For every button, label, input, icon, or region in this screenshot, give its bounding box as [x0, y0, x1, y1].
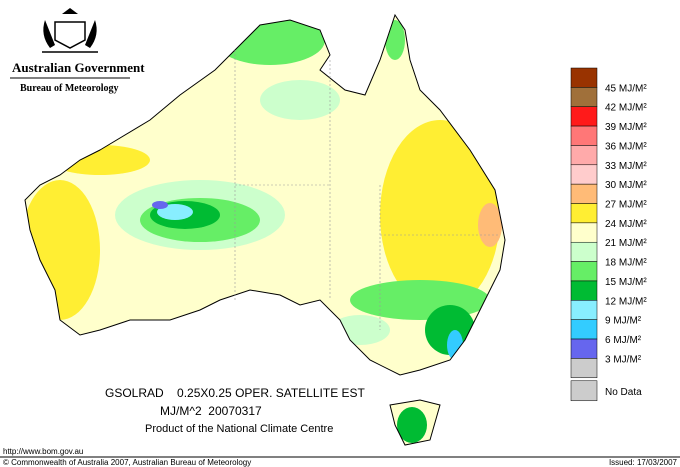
- state-borders: [234, 50, 500, 330]
- coastline: [24, 13, 506, 446]
- legend-label: 42 MJ/M²: [605, 103, 647, 114]
- legend-label: 30 MJ/M²: [605, 180, 647, 191]
- legend-swatch: [570, 67, 598, 88]
- legend-label: 39 MJ/M²: [605, 122, 647, 133]
- legend-label: 24 MJ/M²: [605, 219, 647, 230]
- legend-swatch: [570, 106, 598, 127]
- map-title: GSOLRAD 0.25X0.25 OPER. SATELLITE EST: [105, 386, 366, 400]
- map-title: Product of the National Climate Centre: [145, 423, 333, 435]
- footer-copyright: © Commonwealth of Australia 2007, Austra…: [3, 458, 251, 467]
- legend: 45 MJ/M² 42 MJ/M² 39 MJ/M² 36 MJ/M² 33 MJ/M²…: [570, 67, 647, 402]
- map-title: MJ/M^2 20070317: [160, 404, 262, 418]
- legend-swatch: [570, 183, 598, 204]
- legend-swatch: [570, 319, 598, 340]
- legend-swatch: [570, 222, 598, 243]
- header-subtitle: Bureau of Meteorology: [20, 83, 119, 94]
- legend-swatch: [570, 203, 598, 224]
- legend-label: 27 MJ/M²: [605, 200, 647, 211]
- legend-label: 3 MJ/M²: [605, 354, 642, 365]
- legend-label: 36 MJ/M²: [605, 141, 647, 152]
- legend-swatch: [570, 358, 598, 379]
- legend-swatch: [570, 125, 598, 146]
- legend-label: 45 MJ/M²: [605, 83, 647, 94]
- legend-swatch: [570, 280, 598, 301]
- legend-label: 15 MJ/M²: [605, 277, 647, 288]
- legend-label: 33 MJ/M²: [605, 161, 647, 172]
- legend-swatch: [570, 145, 598, 166]
- legend-swatch: [570, 164, 598, 185]
- legend-label: 9 MJ/M²: [605, 316, 642, 327]
- crest: [42, 8, 98, 53]
- legend-swatch: [570, 87, 598, 107]
- header-title: Australian Government: [12, 60, 145, 75]
- legend-label: 12 MJ/M²: [605, 296, 647, 307]
- legend-label: No Data: [605, 387, 642, 398]
- footer-url: http://www.bom.gov.au: [3, 447, 83, 456]
- legend-swatch: [570, 338, 598, 359]
- legend-label: 18 MJ/M²: [605, 258, 647, 269]
- legend-label: 6 MJ/M²: [605, 335, 642, 346]
- legend-label: 21 MJ/M²: [605, 238, 647, 249]
- footer-issued: Issued: 17/03/2007: [609, 458, 678, 467]
- legend-swatch: [570, 241, 598, 262]
- legend-swatch: [570, 261, 598, 282]
- legend-swatch: [570, 380, 598, 402]
- legend-swatch: [570, 300, 598, 320]
